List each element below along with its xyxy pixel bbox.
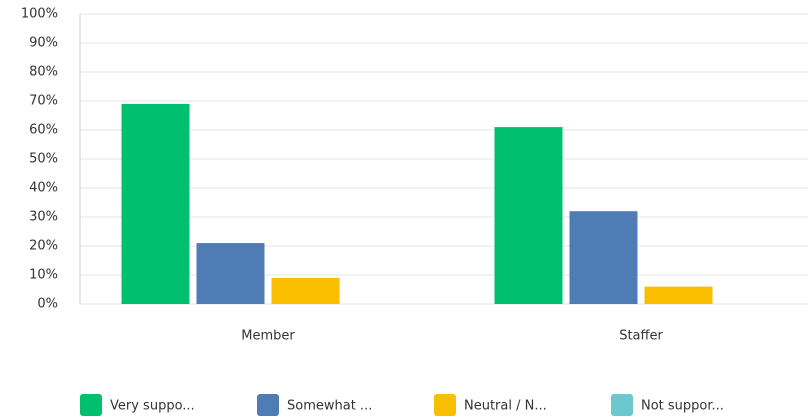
bar [196,243,265,304]
y-tick-label: 90% [29,36,58,51]
legend-label: Very suppo... [110,399,195,414]
y-tick-label: 0% [37,297,58,312]
bar [644,286,713,304]
y-tick-label: 70% [29,94,58,109]
bar [494,127,563,304]
y-tick-label: 40% [29,181,58,196]
legend-swatch [611,394,633,416]
y-tick-label: 20% [29,239,58,254]
x-tick-label: Member [241,329,295,344]
bar [121,103,190,305]
y-tick-label: 80% [29,65,58,80]
bar [271,277,340,304]
y-tick-label: 60% [29,123,58,138]
legend-label: Not suppor... [641,399,724,414]
y-tick-label: 30% [29,210,58,225]
y-tick-label: 50% [29,152,58,167]
legend-swatch [257,394,279,416]
legend-label: Somewhat ... [287,399,372,414]
legend-swatch [80,394,102,416]
bar [569,211,638,304]
legend-label: Neutral / N... [464,399,547,414]
x-tick-label: Staffer [619,329,663,344]
legend-swatch [434,394,456,416]
y-tick-label: 100% [21,7,58,22]
y-tick-label: 10% [29,268,58,283]
